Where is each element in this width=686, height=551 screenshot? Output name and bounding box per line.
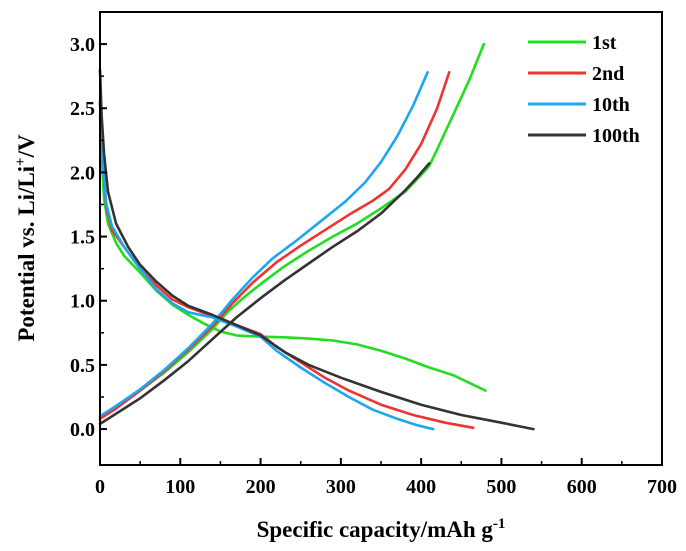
y-tick-label: 3.0 (70, 34, 95, 56)
plot-frame (99, 11, 663, 466)
y-axis-title: Potential vs. Li/Li+/V (13, 134, 39, 342)
x-tick-label: 700 (647, 476, 677, 498)
x-tick-label: 100 (165, 476, 195, 498)
series-100th-charge-line (98, 162, 431, 426)
legend-label-1st: 1st (592, 32, 617, 54)
series-10th-charge-line (98, 71, 429, 418)
x-tick-label: 0 (95, 476, 105, 498)
ticks-layer: 0 100 200 300 400 500 600 700 0.0 0.5 1.0 1.5 2.0 2.5… (70, 34, 677, 498)
legend-label-2nd: 2nd (592, 63, 624, 85)
x-tick-label: 600 (567, 476, 597, 498)
legend-label-100th: 100th (592, 125, 640, 147)
series-100th-discharge-line (98, 68, 535, 431)
legend-label-10th: 10th (592, 94, 630, 116)
x-tick-label: 200 (246, 476, 276, 498)
legend: 1st 2nd 10th 100th (528, 32, 640, 147)
x-tick-label: 300 (326, 476, 356, 498)
y-tick-label: 2.5 (70, 98, 95, 120)
x-axis-title: Specific capacity/mAh g-1 (257, 516, 506, 542)
y-tick-label: 1.5 (70, 227, 95, 249)
y-tick-label: 2.0 (70, 162, 95, 184)
y-tick-label: 0.0 (70, 419, 95, 441)
x-tick-label: 400 (406, 476, 436, 498)
y-tick-label: 0.5 (70, 355, 95, 377)
series-2nd-charge-line (98, 71, 451, 421)
series-10th-discharge-line (98, 100, 435, 431)
series-layer (98, 42, 535, 431)
y-tick-label: 1.0 (70, 291, 95, 313)
x-tick-label: 500 (486, 476, 516, 498)
